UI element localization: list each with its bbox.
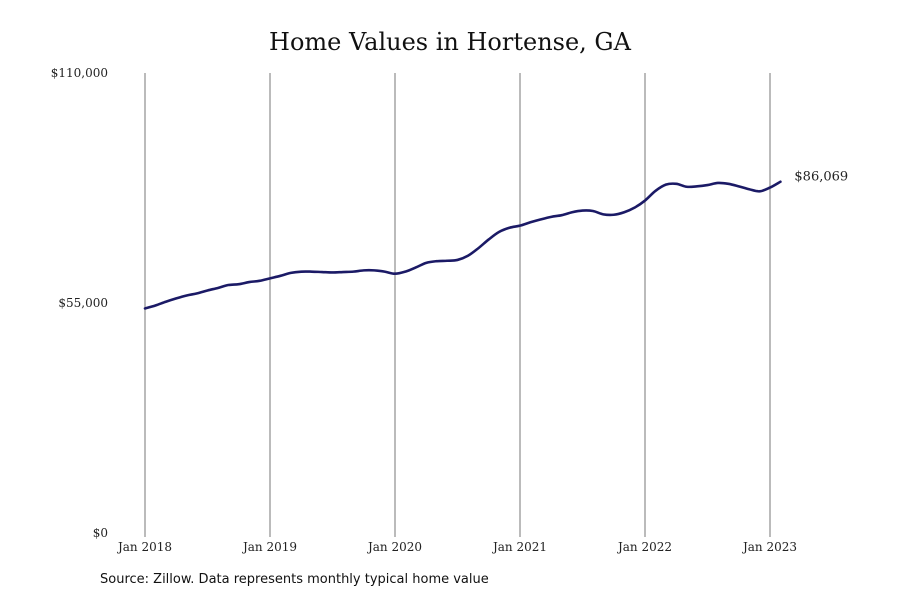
x-tick-label: Jan 2018 [116, 540, 172, 554]
series-layer [143, 180, 782, 310]
annotation-layer: $86,069 [794, 170, 848, 185]
chart-title: Home Values in Hortense, GA [269, 28, 631, 56]
grid-layer [144, 73, 771, 537]
y-tick-label: $0 [93, 526, 108, 540]
x-tick-label: Jan 2019 [241, 540, 297, 554]
y-tick-label: $55,000 [58, 296, 108, 310]
x-tick-label: Jan 2021 [491, 540, 547, 554]
end-value-label: $86,069 [794, 170, 848, 185]
x-tick-label: Jan 2023 [741, 540, 797, 554]
x-axis: Jan 2018 Jan 2019 Jan 2020 Jan 2021 Jan 2022… [116, 540, 797, 554]
source-note: Source: Zillow. Data represents monthly … [100, 572, 489, 587]
y-tick-label: $110,000 [51, 66, 108, 80]
x-tick-label: Jan 2020 [366, 540, 422, 554]
series-line-home-value [143, 180, 782, 310]
x-tick-label: Jan 2022 [616, 540, 672, 554]
y-axis: $0 $55,000 $110,000 [51, 66, 108, 540]
